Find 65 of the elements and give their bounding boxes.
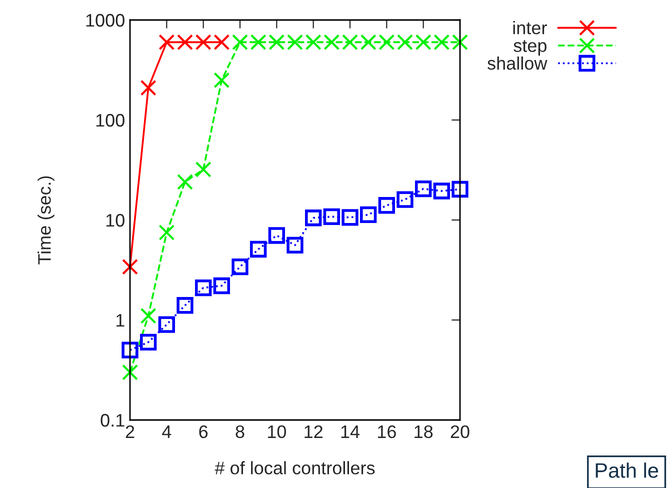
point bbox=[140, 308, 156, 324]
x-tick-label: 16 bbox=[378, 425, 396, 438]
point bbox=[176, 297, 194, 314]
point bbox=[177, 174, 193, 190]
point bbox=[158, 316, 175, 333]
point bbox=[396, 191, 414, 208]
point bbox=[433, 182, 450, 200]
x-axis-title: # of local controllers bbox=[214, 461, 375, 474]
point bbox=[214, 34, 230, 50]
point bbox=[286, 236, 304, 254]
point bbox=[158, 34, 175, 50]
point bbox=[342, 34, 358, 50]
x-tick-label: 18 bbox=[414, 425, 433, 438]
point bbox=[122, 364, 138, 380]
point bbox=[268, 227, 285, 244]
point bbox=[214, 72, 230, 88]
point bbox=[122, 342, 138, 358]
x-tick-label: 10 bbox=[268, 425, 286, 438]
x-tick-label: 2 bbox=[126, 425, 134, 438]
point bbox=[452, 180, 468, 198]
x-tick-label: 6 bbox=[199, 425, 208, 438]
point bbox=[268, 34, 285, 50]
y-tick-label: 10 bbox=[106, 214, 124, 227]
point bbox=[305, 34, 322, 50]
legend-label: step bbox=[514, 40, 546, 56]
point bbox=[415, 180, 432, 198]
legend-label: shallow bbox=[488, 56, 548, 70]
point bbox=[250, 240, 267, 258]
point bbox=[140, 80, 156, 96]
y-tick-label: 1000 bbox=[86, 14, 124, 27]
x-tick-label: 8 bbox=[236, 425, 244, 438]
point bbox=[434, 34, 450, 50]
point bbox=[342, 209, 358, 226]
point bbox=[287, 34, 303, 50]
point bbox=[195, 161, 212, 178]
point bbox=[305, 210, 322, 226]
point bbox=[378, 34, 395, 50]
point bbox=[195, 34, 212, 50]
point bbox=[324, 34, 340, 50]
point bbox=[360, 206, 377, 224]
point bbox=[452, 34, 468, 50]
text: Path le bbox=[596, 462, 658, 478]
point bbox=[378, 197, 395, 214]
point bbox=[415, 34, 432, 50]
point bbox=[250, 34, 266, 50]
y-axis-title: Time (sec.) bbox=[38, 176, 54, 264]
x-tick-label: 20 bbox=[450, 425, 470, 438]
point bbox=[177, 34, 193, 50]
y-tick-label: 1 bbox=[116, 314, 124, 327]
y-tick-label: 0.1 bbox=[100, 414, 124, 427]
point bbox=[195, 279, 212, 296]
point bbox=[232, 258, 248, 276]
point bbox=[140, 334, 157, 351]
x-tick-label: 12 bbox=[304, 425, 322, 438]
x-tick-label: 4 bbox=[162, 426, 172, 438]
point bbox=[397, 34, 413, 50]
point bbox=[158, 224, 175, 240]
legend-label: inter bbox=[513, 21, 547, 34]
point bbox=[122, 258, 138, 275]
point bbox=[213, 277, 230, 294]
point bbox=[323, 208, 340, 225]
y-tick-label: 100 bbox=[96, 114, 124, 127]
point bbox=[232, 34, 248, 50]
x-tick-label: 14 bbox=[341, 426, 360, 438]
point bbox=[360, 34, 376, 50]
